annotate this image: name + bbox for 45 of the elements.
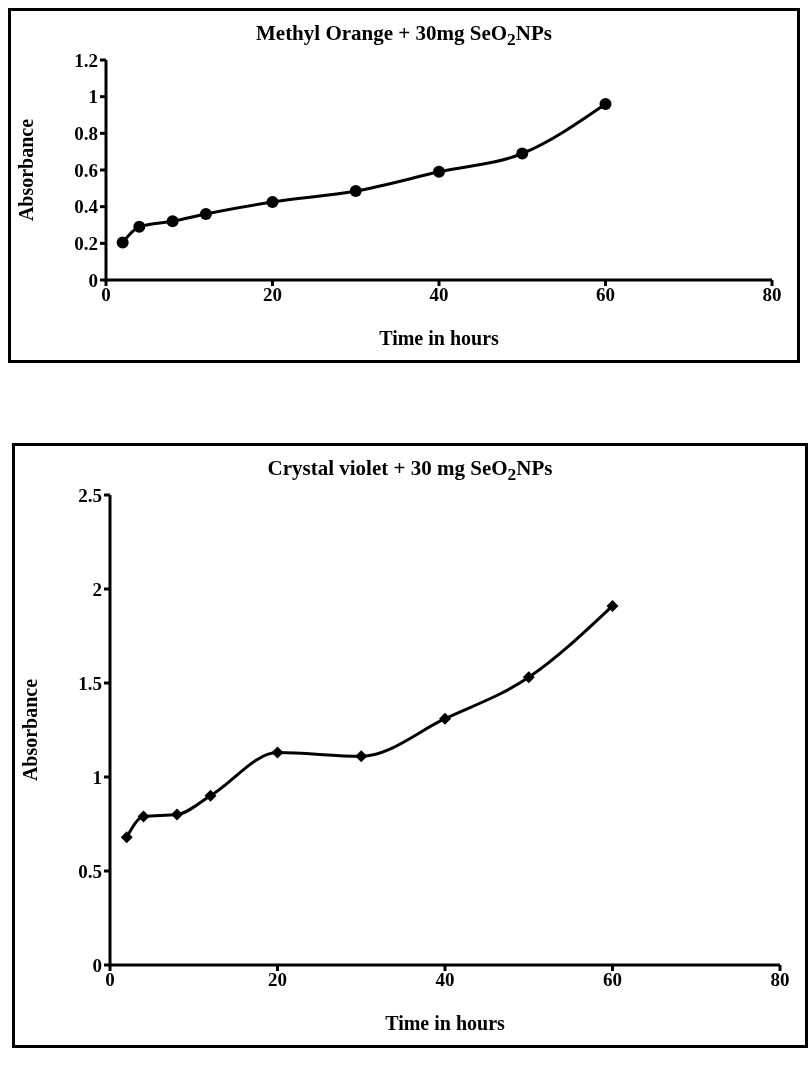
point — [166, 215, 179, 228]
point — [516, 147, 529, 160]
x-tick-label: 60 — [603, 969, 622, 991]
y-tick-label: 0 — [92, 955, 102, 977]
point — [204, 790, 217, 803]
y-tick-label: 1 — [92, 767, 102, 789]
y-axis-title: Absorbance — [15, 118, 38, 222]
point — [271, 746, 284, 759]
point — [606, 600, 619, 613]
y-tick-label: 2 — [92, 579, 102, 601]
point — [116, 236, 129, 249]
point — [522, 671, 535, 684]
point — [355, 750, 368, 763]
x-tick-label: 40 — [429, 284, 449, 306]
y-tick-label: 0.8 — [74, 123, 98, 145]
point — [433, 166, 445, 179]
point — [599, 98, 612, 111]
y-axis-title: Absorbance — [19, 679, 42, 782]
y-tick-label: 0 — [88, 269, 98, 291]
point — [266, 196, 279, 209]
x-tick-label: 80 — [762, 284, 782, 306]
point — [171, 808, 183, 821]
x-tick-label: 20 — [263, 284, 282, 306]
chart-title: Crystal violet + 30 mg SeO$_{2}$NPs — [266, 456, 554, 486]
chart-title: Methyl Orange + 30mg SeO$_{2}$NPs — [255, 21, 553, 51]
y-tick-label: 1.5 — [78, 673, 102, 695]
x-tick-label: 20 — [268, 969, 287, 991]
y-tick-label: 1.2 — [74, 49, 98, 71]
x-axis-title: Time in hours — [379, 327, 500, 350]
x-axis-title: Time in hours — [385, 1012, 506, 1035]
y-tick-label: 0.4 — [74, 196, 99, 218]
point — [133, 221, 146, 234]
y-tick-label: 0.5 — [78, 861, 102, 883]
point — [349, 185, 362, 198]
y-tick-label: 0.6 — [74, 159, 98, 181]
point — [120, 831, 133, 844]
point — [439, 713, 451, 726]
x-tick-label: 40 — [435, 969, 455, 991]
y-tick-label: 1 — [88, 86, 98, 108]
y-tick-label: 2.5 — [78, 485, 102, 507]
point — [199, 208, 212, 221]
x-tick-label: 80 — [770, 969, 790, 991]
point — [137, 810, 150, 823]
x-tick-label: 60 — [596, 284, 615, 306]
y-tick-label: 0.2 — [74, 233, 98, 255]
